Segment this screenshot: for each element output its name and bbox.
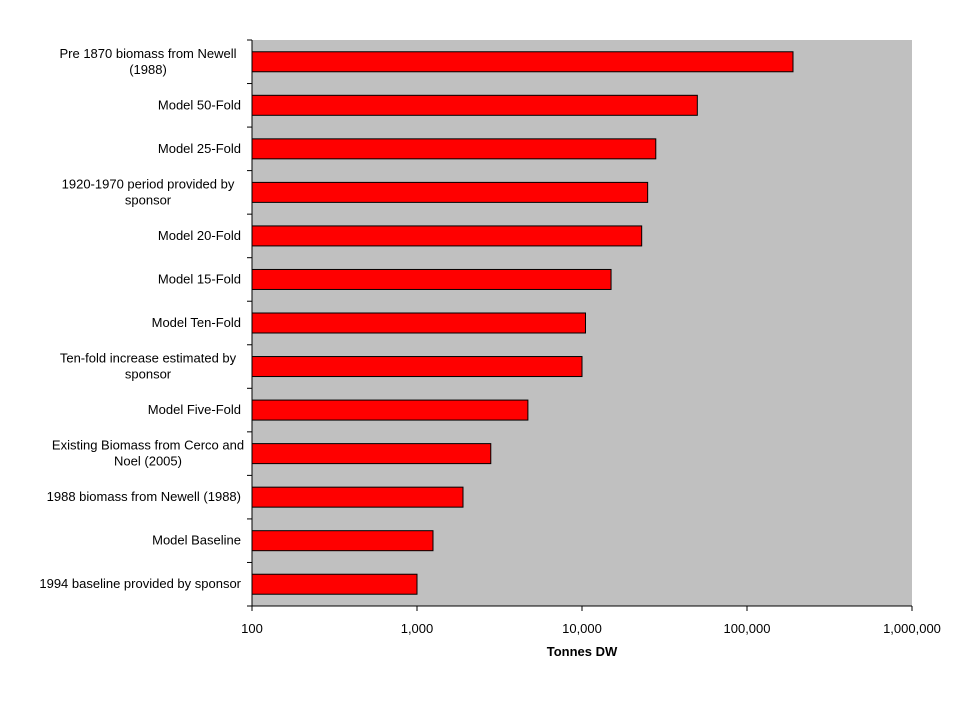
category-label: 1994 baseline provided by sponsor bbox=[39, 576, 241, 591]
category-label: Model Ten-Fold bbox=[152, 315, 241, 330]
bar bbox=[251, 573, 418, 595]
category-label: 1920-1970 period provided by bbox=[62, 176, 235, 191]
category-label: Ten-fold increase estimated by bbox=[60, 351, 237, 366]
category-label: Pre 1870 biomass from Newell bbox=[59, 46, 236, 61]
x-tick-label: 1,000,000 bbox=[883, 621, 941, 636]
bar bbox=[251, 51, 794, 73]
bar bbox=[251, 399, 529, 421]
x-tick-label: 10,000 bbox=[562, 621, 602, 636]
bar bbox=[251, 530, 434, 552]
category-label: Model Baseline bbox=[152, 533, 241, 548]
x-tick-label: 1,000 bbox=[401, 621, 434, 636]
category-label: Noel (2005) bbox=[114, 454, 182, 469]
category-label: (1988) bbox=[129, 62, 167, 77]
category-label: sponsor bbox=[125, 367, 172, 382]
bar bbox=[251, 225, 643, 247]
bar bbox=[251, 443, 492, 465]
bar bbox=[251, 268, 612, 290]
category-label: Model 20-Fold bbox=[158, 228, 241, 243]
x-tick-label: 100,000 bbox=[724, 621, 771, 636]
x-ticks-group: 100 1,000 10,000 100,000 1,000,000 bbox=[241, 606, 941, 636]
category-labels-group: Pre 1870 biomass from Newell(1988) Model … bbox=[39, 46, 244, 591]
bar bbox=[251, 94, 698, 116]
category-label: Model Five-Fold bbox=[148, 402, 241, 417]
category-label: Model 25-Fold bbox=[158, 141, 241, 156]
category-label: sponsor bbox=[125, 192, 172, 207]
bar bbox=[251, 138, 657, 160]
bar bbox=[251, 181, 649, 203]
bar bbox=[251, 486, 464, 508]
x-axis-title: Tonnes DW bbox=[547, 644, 618, 659]
bar bbox=[251, 356, 583, 378]
category-label: Model 15-Fold bbox=[158, 271, 241, 286]
bar bbox=[251, 312, 586, 334]
category-label: Existing Biomass from Cerco and bbox=[52, 438, 244, 453]
category-label: 1988 biomass from Newell (1988) bbox=[47, 489, 241, 504]
x-tick-label: 100 bbox=[241, 621, 263, 636]
category-label: Model 50-Fold bbox=[158, 97, 241, 112]
